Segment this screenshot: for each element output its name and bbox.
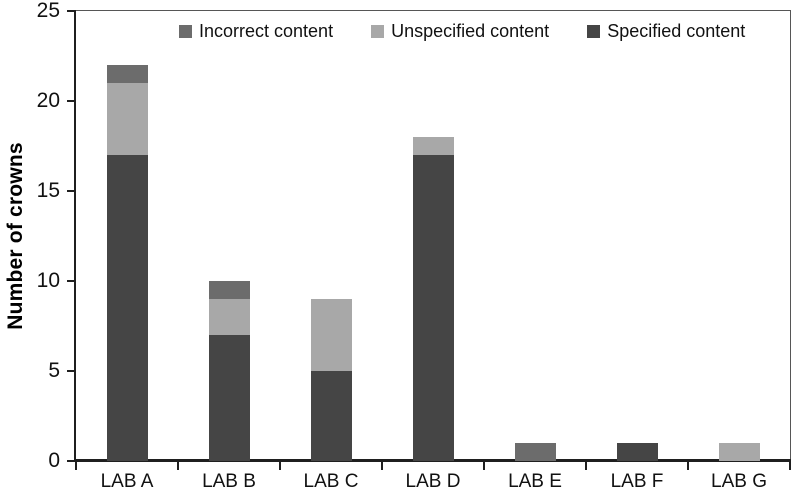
bar-segment-specified-content: [107, 155, 148, 461]
legend: Incorrect content Unspecified content Spec…: [179, 20, 745, 42]
bar-segment-incorrect-content: [515, 443, 556, 461]
x-tick-mark: [75, 462, 77, 470]
x-tick-mark: [177, 462, 179, 470]
x-tick-mark: [381, 462, 383, 470]
y-tick-mark: [67, 370, 75, 372]
x-tick-mark: [585, 462, 587, 470]
bar-segment-unspecified-content: [719, 443, 760, 461]
legend-label: Unspecified content: [391, 21, 550, 41]
legend-item-incorrect-content: Incorrect content: [179, 20, 333, 42]
x-category-label: LAB C: [303, 471, 359, 492]
bar-segment-incorrect-content: [209, 281, 250, 299]
y-tick-label: 0: [48, 449, 60, 472]
y-tick-label: 25: [36, 0, 60, 22]
x-category-label: LAB E: [508, 471, 562, 492]
bar-segment-specified-content: [413, 155, 454, 461]
legend-swatch-unspecified-content: [371, 24, 385, 38]
legend-swatch-incorrect-content: [179, 24, 192, 38]
bar-segment-specified-content: [311, 371, 352, 461]
x-category-label: LAB A: [100, 471, 154, 492]
x-tick-mark: [789, 462, 791, 470]
y-tick-mark: [67, 460, 75, 462]
plot-frame-right: [790, 10, 791, 462]
y-axis-title-wrap: Number of crowns: [0, 11, 32, 461]
x-tick-mark: [483, 462, 485, 470]
x-category-label: LAB G: [711, 471, 767, 492]
x-category-label: LAB F: [610, 471, 664, 492]
bar-segment-specified-content: [209, 335, 250, 461]
plot-frame-top: [76, 10, 791, 11]
legend-item-unspecified-content: Unspecified content: [371, 20, 549, 42]
y-tick-label: 5: [48, 359, 60, 382]
y-tick-mark: [67, 100, 75, 102]
y-tick-label: 20: [36, 89, 60, 112]
legend-item-specified-content: Specified content: [587, 20, 745, 42]
x-tick-mark: [279, 462, 281, 470]
bar-segment-incorrect-content: [107, 65, 148, 83]
legend-label: Specified content: [607, 21, 746, 41]
x-category-label: LAB D: [405, 471, 461, 492]
bar-segment-unspecified-content: [209, 299, 250, 335]
bar-segment-unspecified-content: [311, 299, 352, 371]
y-axis-line: [74, 10, 76, 462]
x-tick-mark: [687, 462, 689, 470]
y-tick-mark: [67, 280, 75, 282]
y-tick-mark: [67, 10, 75, 12]
x-category-label: LAB B: [202, 471, 256, 492]
y-axis-title: Number of crowns: [4, 142, 27, 330]
bar-segment-specified-content: [617, 443, 658, 461]
y-tick-label: 15: [36, 179, 60, 202]
bar-segment-unspecified-content: [107, 83, 148, 155]
y-tick-mark: [67, 190, 75, 192]
y-tick-label: 10: [36, 269, 60, 292]
legend-swatch-specified-content: [587, 24, 601, 38]
legend-label: Incorrect content: [199, 21, 334, 41]
bar-segment-unspecified-content: [413, 137, 454, 155]
